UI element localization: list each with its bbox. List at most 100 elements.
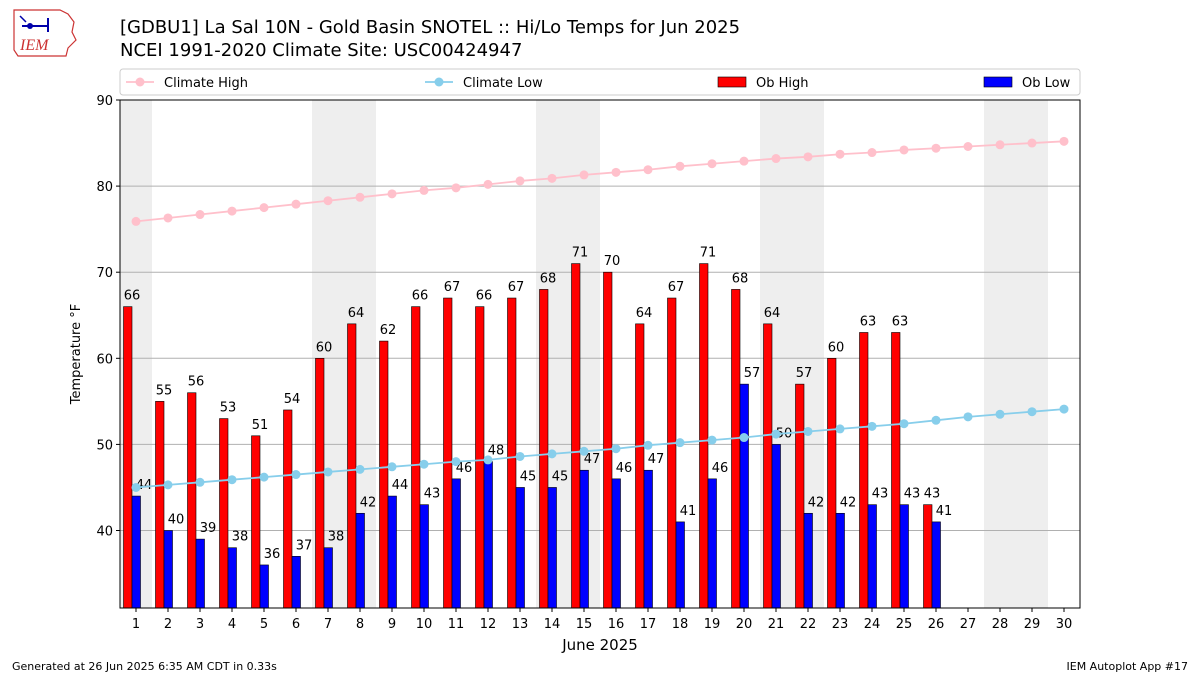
ob-low-label: 57 (744, 366, 761, 381)
ob-low-bar (675, 521, 685, 609)
ob-low-label: 36 (264, 547, 281, 562)
ob-high-label: 67 (444, 280, 461, 295)
x-tick-label: 13 (512, 617, 529, 632)
x-tick-label: 18 (672, 617, 689, 632)
climate-high-point (771, 154, 781, 164)
ob-low-bar (835, 512, 845, 609)
plot-frame (119, 99, 1081, 609)
x-tick-label: 19 (704, 617, 721, 632)
ob-low-bar (867, 504, 877, 609)
ob-high-bar (187, 392, 197, 609)
climate-high-point (323, 196, 333, 206)
climate-high-point (291, 199, 301, 209)
ob-low-label: 45 (552, 469, 569, 484)
ob-high-bar (283, 409, 293, 609)
climate-low-point (515, 451, 525, 461)
legend-swatch-point (135, 77, 145, 87)
legend-label: Ob Low (1022, 76, 1071, 91)
climate-high-point (163, 213, 173, 223)
climate-low-point (579, 446, 589, 456)
y-tick-label: 70 (96, 266, 113, 281)
y-axis-label: Temperature °F (69, 304, 84, 405)
climate-low-point (259, 472, 269, 482)
ob-low-bar (707, 478, 717, 609)
x-axis-label: June 2025 (561, 636, 638, 654)
x-tick-label: 12 (480, 617, 497, 632)
climate-high-point (547, 173, 557, 183)
x-tick-label: 22 (800, 617, 817, 632)
ob-high-label: 64 (636, 306, 653, 321)
ob-high-bar (507, 297, 517, 609)
ob-low-bar (323, 547, 333, 609)
ob-high-label: 70 (604, 254, 621, 269)
ob-high-label: 66 (412, 289, 429, 304)
ob-high-label: 63 (892, 314, 909, 329)
ob-low-bar (195, 538, 205, 609)
ob-high-label: 56 (188, 375, 205, 390)
x-tick-label: 1 (132, 617, 140, 632)
climate-high-point (579, 170, 589, 180)
weekend-shade (984, 100, 1048, 608)
ob-low-label: 45 (520, 469, 537, 484)
ob-low-bar (739, 383, 749, 609)
ob-low-bar (899, 504, 909, 609)
ob-high-label: 67 (508, 280, 525, 295)
climate-low-point (643, 440, 653, 450)
ob-low-label: 40 (168, 513, 185, 528)
x-tick-label: 3 (196, 617, 204, 632)
climate-low-point (739, 433, 749, 443)
ob-low-label: 44 (392, 478, 409, 493)
climate-high-point (835, 149, 845, 159)
ob-high-label: 71 (700, 246, 717, 261)
ob-high-label: 53 (220, 401, 237, 416)
ob-high-bar (251, 435, 261, 609)
legend-label: Ob High (756, 76, 809, 91)
ob-high-label: 57 (796, 366, 813, 381)
ob-low-bar (483, 461, 493, 609)
ob-low-label: 48 (488, 444, 505, 459)
ob-high-label: 66 (124, 289, 141, 304)
climate-low-point (483, 455, 493, 465)
climate-low-point (323, 467, 333, 477)
ob-high-label: 68 (732, 271, 749, 286)
ob-low-label: 47 (584, 452, 601, 467)
climate-high-point (483, 179, 493, 189)
ob-high-label: 43 (924, 487, 941, 502)
climate-low-point (131, 482, 141, 492)
climate-high-point (803, 152, 813, 162)
climate-high-point (899, 145, 909, 155)
chart-subtitle: NCEI 1991-2020 Climate Site: USC00424947 (120, 40, 523, 61)
climate-low-point (931, 415, 941, 425)
climate-low-point (291, 470, 301, 480)
y-tick-label: 60 (96, 352, 113, 367)
y-tick-label: 50 (96, 438, 113, 453)
climate-high-point (131, 216, 141, 226)
climate-low-point (771, 429, 781, 439)
ob-low-bar (291, 556, 301, 609)
ob-high-label: 62 (380, 323, 397, 338)
ob-low-label: 47 (648, 452, 665, 467)
climate-low-point (611, 444, 621, 454)
climate-high-point (387, 189, 397, 199)
climate-low-point (867, 421, 877, 431)
ob-high-bar (475, 306, 485, 609)
ob-low-bar (387, 495, 397, 609)
ob-low-bar (451, 478, 461, 609)
ob-low-label: 43 (872, 487, 889, 502)
ob-low-bar (579, 469, 589, 609)
ob-low-label: 46 (712, 461, 729, 476)
x-tick-label: 28 (992, 617, 1009, 632)
ob-low-label: 42 (840, 495, 857, 510)
app-credit: IEM Autoplot App #17 (1066, 660, 1189, 673)
ob-high-bar (155, 401, 165, 609)
climate-low-point (899, 419, 909, 429)
ob-high-label: 66 (476, 289, 493, 304)
ob-high-label: 60 (828, 340, 845, 355)
climate-high-point (1059, 136, 1069, 146)
climate-low-point (1059, 404, 1069, 414)
ob-low-label: 46 (616, 461, 633, 476)
climate-high-point (227, 206, 237, 216)
x-tick-label: 4 (228, 617, 236, 632)
ob-low-bar (163, 530, 173, 609)
